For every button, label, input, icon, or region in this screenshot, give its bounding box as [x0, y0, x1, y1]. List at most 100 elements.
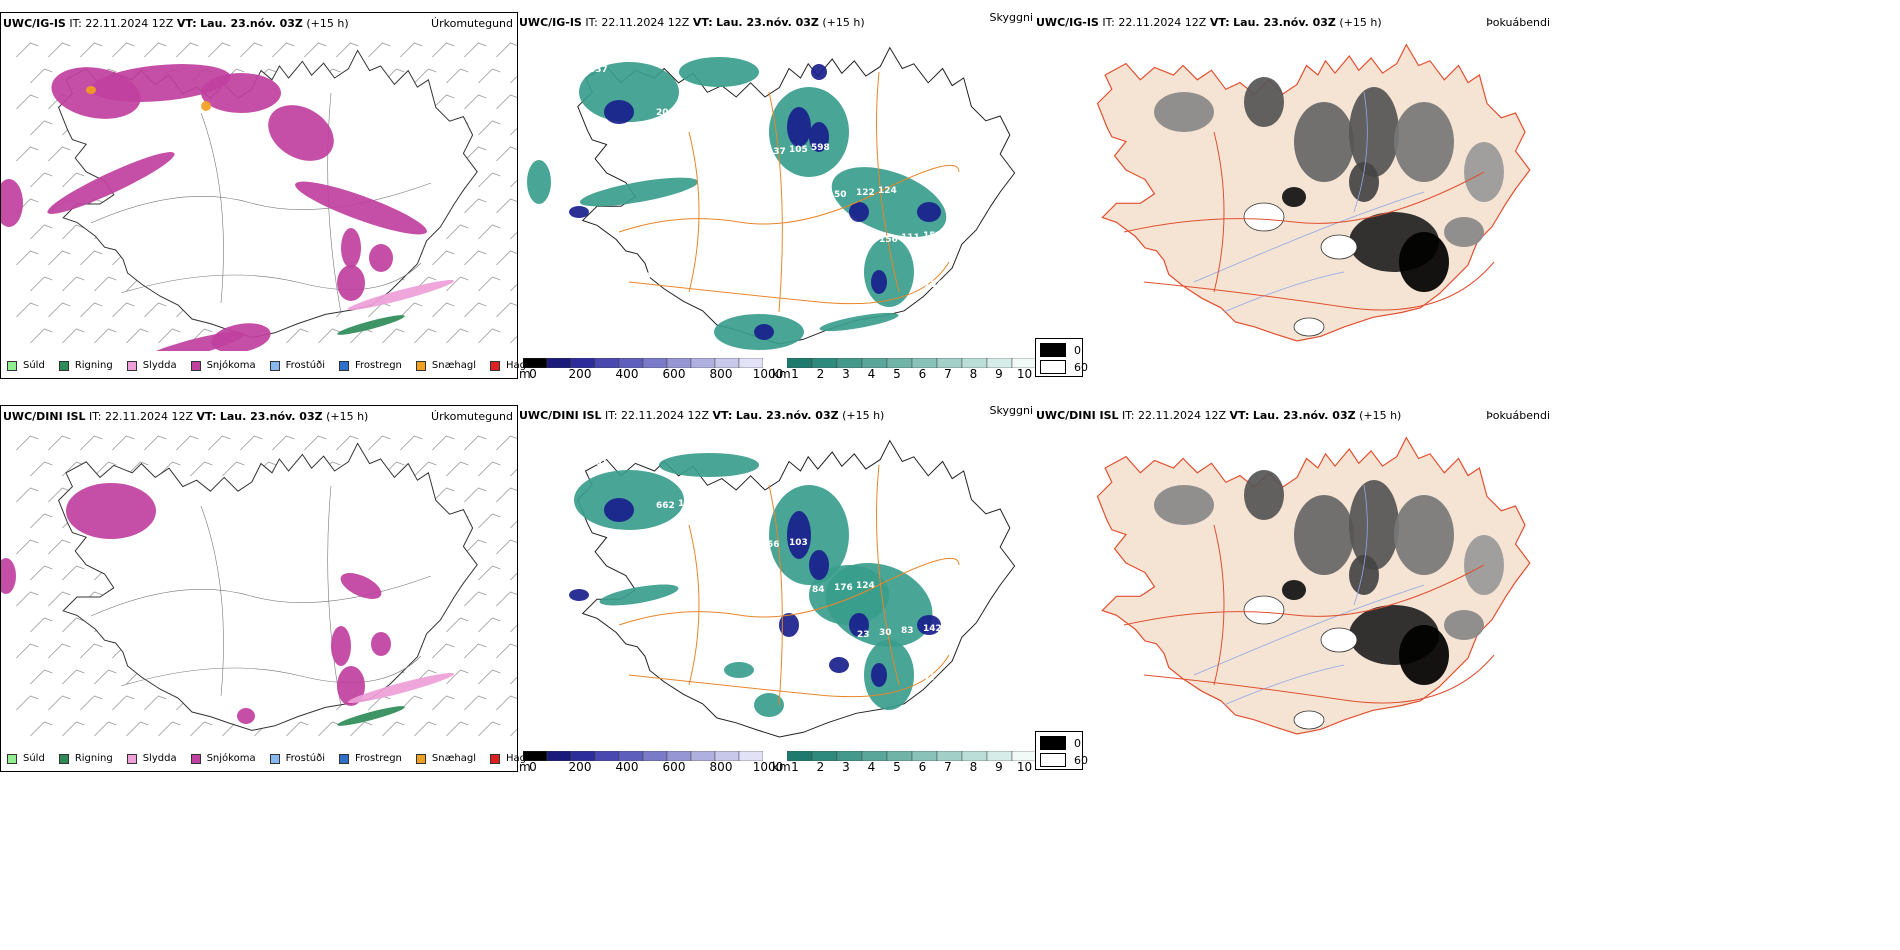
snow-area [331, 626, 351, 666]
wind-barb [464, 435, 487, 451]
wind-barb [478, 328, 501, 344]
wind-barb [190, 461, 213, 477]
ceiling-value-label: 604 [790, 587, 809, 597]
visibility-tick: 8 [969, 760, 978, 774]
wind-barb [112, 42, 135, 58]
ceiling-value-label: 31 [945, 229, 958, 239]
legend-swatch [490, 753, 501, 764]
wind-barb [48, 487, 71, 503]
wind-barb [496, 146, 517, 162]
wind-barb [464, 198, 487, 214]
wind-barb [496, 539, 517, 555]
low-ceiling-area [849, 202, 869, 222]
wind-barb [48, 42, 71, 58]
panel-header: UWC/IG-IS IT: 22.11.2024 12Z VT: Lau. 23… [519, 16, 865, 29]
wind-barb [478, 617, 501, 633]
init-time-label: IT: [69, 17, 82, 30]
low-visibility-area [809, 565, 889, 625]
ceiling-tick: 0 [529, 760, 537, 774]
glacier [1243, 595, 1285, 625]
fog-map [1096, 436, 1531, 735]
fog-legend-swatch [1040, 736, 1066, 750]
low-visibility-area [579, 177, 699, 207]
wind-barb [464, 302, 487, 318]
wind-barb [80, 643, 103, 659]
low-ceiling-area [569, 206, 589, 218]
model-name: UWC/IG-IS [519, 16, 582, 29]
fog-intensity-area [1294, 102, 1354, 182]
legend-item: Snæhagl [415, 753, 476, 764]
fog-legend-label: 0 [1074, 736, 1081, 750]
model-name: UWC/IG-IS [3, 17, 66, 30]
wind-barb [510, 179, 517, 188]
wind-barb [48, 695, 71, 711]
low-ceiling-area [604, 498, 634, 522]
wind-barb [62, 669, 85, 685]
low-visibility-area [724, 662, 754, 678]
wind-barb [48, 250, 71, 266]
ceiling-value-label: 137 [767, 147, 786, 157]
wind-barb [30, 276, 53, 292]
legend-swatch [339, 753, 349, 764]
low-ceiling-area [871, 663, 887, 687]
road-line [688, 131, 700, 293]
wind-barb [144, 435, 167, 451]
road-line [200, 112, 224, 304]
wind-barb [62, 276, 85, 292]
visibility-colorbar [787, 751, 1037, 761]
road-line [120, 262, 422, 294]
wind-barb [48, 643, 71, 659]
wind-barb [158, 721, 181, 737]
valid-time-label: VT: [712, 409, 733, 422]
wind-barb [48, 146, 71, 162]
panel-header: UWC/IG-IS IT: 22.11.2024 12Z VT: Lau. 23… [1036, 16, 1382, 29]
ceiling-value-label: 122 [968, 669, 987, 679]
glacier [1293, 317, 1325, 337]
panel-title: Þokuábendi [1486, 409, 1550, 422]
ceiling-value-label: 105 [789, 145, 808, 155]
fog-intensity-area [1282, 187, 1306, 207]
road-line [327, 485, 342, 707]
rivers [1193, 484, 1425, 706]
legend-item: Frostúði [269, 360, 325, 371]
ceiling-value-label: 83 [901, 626, 914, 636]
wind-barb [446, 224, 469, 240]
legend-label: Slydda [142, 753, 177, 764]
ceiling-value-label: 23 [857, 630, 870, 640]
wind-barb [414, 721, 437, 737]
wind-barb [94, 276, 117, 292]
rivers [1193, 91, 1425, 313]
ceiling-value-label: 87 [722, 495, 735, 505]
fog-legend-swatch [1040, 360, 1066, 374]
road-network [618, 464, 960, 706]
wind-barb [446, 461, 469, 477]
legend-label: Frostúði [285, 753, 325, 764]
valid-time-label: VT: [196, 410, 217, 423]
wind-barb [30, 172, 53, 188]
legend-item: Súld [7, 753, 45, 764]
wind-barb [446, 68, 469, 84]
legend-label: Frostregn [355, 360, 402, 371]
wind-barb [496, 435, 517, 451]
fog-legend: 0 60 [1035, 731, 1088, 770]
river [1353, 91, 1368, 213]
wind-barb [464, 539, 487, 555]
ceiling-tick: 400 [615, 367, 639, 381]
wind-barb [112, 695, 135, 711]
fog-legend-swatch [1040, 343, 1066, 357]
model-name: UWC/DINI ISL [1036, 409, 1119, 422]
wind-barb [432, 42, 455, 58]
road-line [1213, 524, 1225, 686]
wind-barb [414, 328, 437, 344]
valid-time: Lau. 23.nóv. 03Z [1233, 16, 1336, 29]
low-visibility-area [754, 693, 784, 717]
ceiling-value-label: 661 [589, 458, 608, 468]
panel-header: UWC/DINI ISL IT: 22.11.2024 12Z VT: Lau.… [3, 410, 368, 423]
colorbar-segment [546, 358, 572, 368]
wind-barb [510, 676, 517, 685]
river [1223, 271, 1345, 313]
road-line [1143, 261, 1495, 311]
fog-intensity-area [1282, 580, 1306, 600]
visibility-tick: 2 [816, 760, 825, 774]
legend-label: Snjókoma [206, 360, 256, 371]
